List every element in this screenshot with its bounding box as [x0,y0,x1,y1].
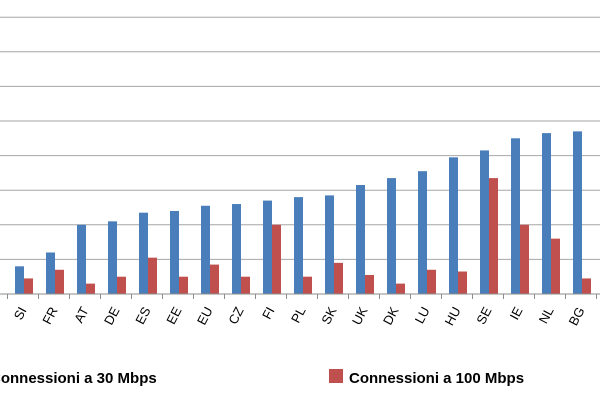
bar-100mbps-nl [551,238,560,294]
bar-100mbps-ie [520,224,529,294]
bar-30mbps-fr [46,252,55,294]
x-tick-label-fi: FI [259,304,278,321]
x-tick-labels: CYSIFRATDEESEEEUCZFIPLSKUKDKLUHUSEIENLBG… [11,304,600,328]
x-tick-label-nl: NL [536,304,557,326]
bar-100mbps-uk [365,274,374,294]
bar-30mbps-uk [356,185,365,294]
legend: Connessioni a 30 Mbps Connessioni a 100 … [0,369,524,387]
bar-100mbps-es [148,257,157,294]
bar-30mbps-eu [201,205,210,294]
x-tick-label-ee: EE [163,304,185,327]
bar-30mbps-dk [387,178,396,294]
bar-30mbps-se [480,150,489,294]
x-tick-label-hu: HU [442,304,464,328]
bar-30mbps-cz [232,204,241,294]
x-tick-label-cz: CZ [225,304,246,326]
x-tick-label-dk: DK [380,304,402,327]
x-axis [0,293,600,299]
bar-30mbps-at [77,224,86,294]
x-tick-label-si: SI [11,304,30,322]
x-tick-label-lu: LU [412,304,433,326]
bar-100mbps-at [86,283,95,294]
bar-30mbps-nl [542,133,551,294]
x-tick-label-fr: FR [39,304,60,326]
x-tick-label-es: ES [132,304,154,327]
bar-100mbps-pl [303,276,312,294]
x-tick-label-de: DE [101,304,123,327]
bar-100mbps-ee [179,276,188,294]
x-tick-label-eu: EU [194,304,216,327]
x-tick-label-se: SE [473,304,495,327]
bar-100mbps-bg [582,278,591,294]
bar-100mbps-de [117,276,126,294]
x-tick-label-uk: UK [349,304,371,327]
bar-30mbps-es [139,212,148,294]
bar-30mbps-fi [263,200,272,294]
bar-30mbps-ie [511,138,520,294]
bar-100mbps-cz [241,276,250,294]
bars [15,131,591,294]
bar-100mbps-sk [334,262,343,294]
legend-label-100mbps: Connessioni a 100 Mbps [349,370,524,387]
gridlines [0,16,600,260]
bar-30mbps-sk [325,195,334,294]
bar-100mbps-se [489,178,498,294]
bar-30mbps-lu [418,171,427,294]
x-tick-label-at: AT [71,304,92,325]
bar-100mbps-si [24,278,33,294]
x-tick-label-sk: SK [318,304,340,327]
bar-100mbps-fr [55,269,64,294]
bar-100mbps-hu [458,271,467,294]
bar-30mbps-pl [294,197,303,294]
bar-100mbps-dk [396,283,405,294]
legend-label-30mbps: Connessioni a 30 Mbps [0,370,157,387]
bar-30mbps-de [108,221,117,294]
x-tick-label-bg: BG [566,304,588,328]
bar-30mbps-ee [170,210,179,294]
bar-30mbps-si [15,266,24,294]
legend-swatch-100mbps [329,369,343,383]
bar-100mbps-lu [427,269,436,294]
bar-100mbps-eu [210,264,219,294]
bar-30mbps-hu [449,157,458,294]
x-tick-label-pl: PL [288,304,309,325]
bar-30mbps-bg [573,131,582,294]
x-tick-label-ie: IE [507,304,526,322]
bar-100mbps-fi [272,224,281,294]
x-tick-label-lt: LT [599,304,600,324]
